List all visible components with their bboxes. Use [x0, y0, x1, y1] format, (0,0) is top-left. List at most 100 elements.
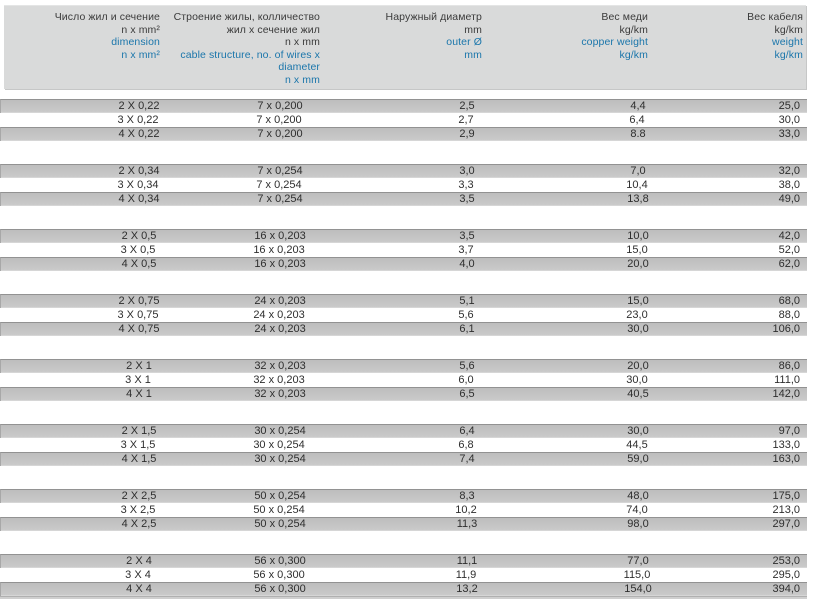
table-cell: 16 x 0,203	[253, 244, 305, 256]
table-cell: 2 X 1	[126, 360, 152, 372]
table-cell: 52,0	[778, 244, 800, 256]
table-cell: 11,1	[456, 555, 478, 567]
table-cell: 23,0	[626, 309, 648, 321]
table-cell: 5,6	[459, 360, 475, 372]
table-row: 2 X 0,22 7 x 0,200 2,5 4,4 25,0	[0, 99, 807, 113]
table-cell: 3,5	[459, 193, 475, 205]
row-group: 2 X 1,5 30 x 0,254 6,4 30,0 97,0 3 X 1,5 30 x …	[0, 424, 814, 466]
table-cell: 163,0	[772, 453, 800, 465]
table-cell: 30 x 0,254	[253, 439, 305, 451]
table-cell: 15,0	[627, 295, 649, 307]
header-text-en: kg/km	[774, 48, 803, 61]
table-cell: 133,0	[772, 439, 800, 451]
table-cell: 13,8	[627, 193, 649, 205]
table-cell: 8.8	[630, 128, 646, 140]
table-cell: 56 x 0,300	[253, 569, 305, 581]
table-row: 2 X 1,5 30 x 0,254 6,4 30,0 97,0	[0, 424, 807, 438]
table-cell: 32 x 0,203	[254, 388, 306, 400]
header-text-en: dimension	[111, 36, 160, 48]
table-cell: 297,0	[772, 518, 800, 530]
table-cell: 3 X 0,5	[120, 244, 156, 256]
col-header-copper-weight: Вес меди kg/km copper weight kg/km	[488, 11, 648, 61]
table-cell: 5,6	[458, 309, 474, 321]
table-row: 4 X 2,5 50 x 0,254 11,3 98,0 297,0	[0, 517, 807, 531]
table-cell: 7 x 0,254	[257, 193, 303, 205]
table-cell: 88,0	[778, 309, 800, 321]
table-cell: 40,5	[627, 388, 649, 400]
table-cell: 77,0	[627, 555, 649, 567]
table-cell: 50 x 0,254	[254, 490, 306, 502]
table-cell: 16 x 0,203	[254, 258, 306, 270]
table-row: 2 X 4 56 x 0,300 11,1 77,0 253,0	[0, 554, 807, 568]
table-cell: 3 X 1,5	[120, 439, 156, 451]
table-cell: 175,0	[772, 490, 800, 502]
header-text-en: copper weight	[581, 36, 648, 48]
table-cell: 2 X 4	[126, 555, 152, 567]
row-group: 2 X 2,5 50 x 0,254 8,3 48,0 175,0 3 X 2,5 50 x…	[0, 489, 814, 531]
table-row: 4 X 0,75 24 x 0,203 6,1 30,0 106,0	[0, 322, 807, 336]
table-cell: 2 X 0,5	[121, 230, 157, 242]
table-row: 3 X 2,5 50 x 0,254 10,2 74,0 213,0	[0, 503, 807, 517]
table-cell: 3 X 1	[125, 374, 151, 386]
table-row: 2 X 0,5 16 x 0,203 3,5 10,0 42,0	[0, 229, 807, 243]
table-cell: 6,4	[459, 425, 475, 437]
table-cell: 32 x 0,203	[253, 374, 305, 386]
header-text-en: outer Ø	[446, 36, 482, 48]
table-cell: 4 X 2,5	[121, 518, 157, 530]
table-row: 2 X 2,5 50 x 0,254 8,3 48,0 175,0	[0, 489, 807, 503]
table-cell: 16 x 0,203	[254, 230, 306, 242]
table-cell: 2 X 2,5	[121, 490, 157, 502]
table-cell: 6,0	[458, 374, 474, 386]
table-cell: 4 X 0,75	[118, 323, 160, 335]
table-cell: 48,0	[627, 490, 649, 502]
table-cell: 50 x 0,254	[254, 518, 306, 530]
table-cell: 24 x 0,203	[254, 323, 306, 335]
table-cell: 4 X 4	[126, 583, 152, 595]
table-cell: 106,0	[772, 323, 800, 335]
table-cell: 56 x 0,300	[254, 555, 306, 567]
table-cell: 3 X 0,22	[117, 114, 159, 126]
row-group: 2 X 0,75 24 x 0,203 5,1 15,0 68,0 3 X 0,75 24 …	[0, 294, 814, 336]
header-text-en: cable structure, no. of wires x	[180, 48, 320, 61]
table-row: 4 X 4 56 x 0,300 13,2 154,0 394,0	[0, 582, 807, 596]
table-cell: 2 X 0,22	[118, 100, 160, 112]
table-cell: 295,0	[772, 569, 800, 581]
table-cell: 32,0	[778, 165, 800, 177]
table-cell: 38,0	[778, 179, 800, 191]
table-cell: 2,9	[459, 128, 475, 140]
table-cell: 11,3	[456, 518, 478, 530]
header-text-en: weight	[772, 36, 803, 48]
table-cell: 6,8	[458, 439, 474, 451]
table-cell: 213,0	[772, 504, 800, 516]
header-text-ru: жил x сечение жил	[226, 23, 320, 36]
header-text-en: kg/km	[619, 48, 648, 61]
table-body: 2 X 0,22 7 x 0,200 2,5 4,4 25,0 3 X 0,22 7 x 0…	[0, 99, 814, 599]
table-cell: 25,0	[778, 100, 800, 112]
table-cell: 42,0	[778, 230, 800, 242]
table-cell: 6,4	[629, 114, 645, 126]
header-text-ru: Число жил и сечение	[54, 11, 160, 23]
table-cell: 50 x 0,254	[253, 504, 305, 516]
table-cell: 5,1	[459, 295, 475, 307]
table-cell: 4 X 1	[126, 388, 152, 400]
table-cell: 142,0	[772, 388, 800, 400]
table-cell: 394,0	[772, 583, 800, 595]
table-row: 3 X 0,75 24 x 0,203 5,6 23,0 88,0	[0, 308, 807, 322]
header-text-ru: kg/km	[619, 23, 648, 36]
table-cell: 3 X 0,34	[117, 179, 159, 191]
table-cell: 97,0	[778, 425, 800, 437]
table-row: 3 X 1 32 x 0,203 6,0 30,0 111,0	[0, 373, 807, 387]
table-cell: 24 x 0,203	[254, 295, 306, 307]
row-group: 2 X 0,5 16 x 0,203 3,5 10,0 42,0 3 X 0,5 16 x …	[0, 229, 814, 271]
row-group: 2 X 1 32 x 0,203 5,6 20,0 86,0 3 X 1 32 x 0,20…	[0, 359, 814, 401]
table-cell: 7 x 0,200	[257, 100, 303, 112]
header-text-en: n x mm	[284, 73, 320, 86]
header-text-ru: Вес кабеля	[747, 11, 803, 23]
table-cell: 3,0	[459, 165, 475, 177]
table-cell: 74,0	[626, 504, 648, 516]
table-cell: 3,3	[458, 179, 474, 191]
table-cell: 86,0	[778, 360, 800, 372]
table-cell: 2,5	[459, 100, 475, 112]
table-cell: 30,0	[778, 114, 800, 126]
table-cell: 2 X 1,5	[121, 425, 157, 437]
